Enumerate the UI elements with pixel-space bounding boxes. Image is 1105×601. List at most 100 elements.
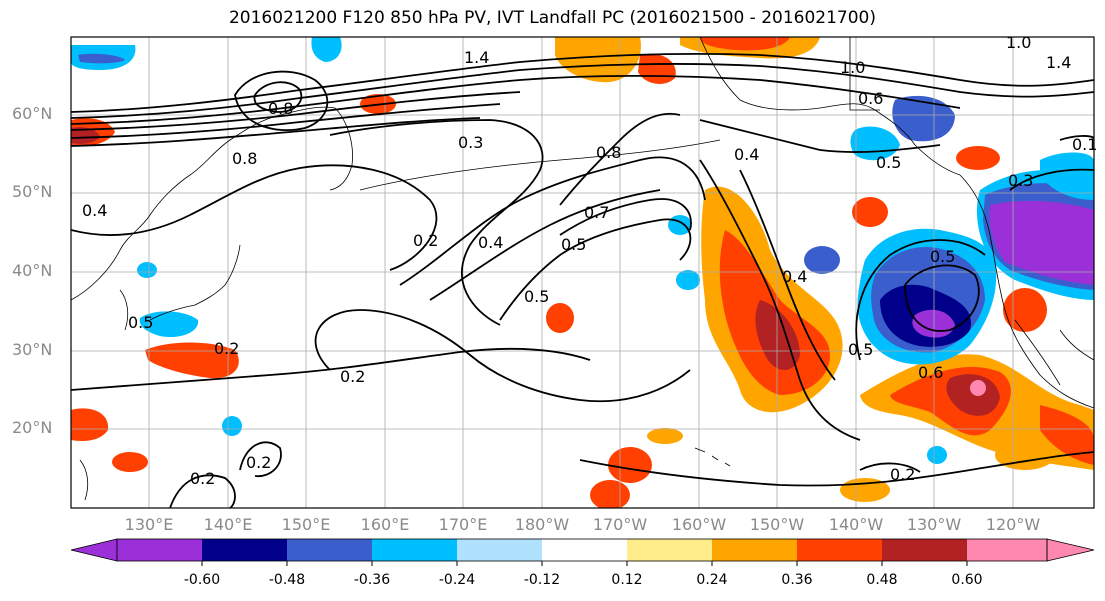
colorbar-tick-label-7: 0.24 [696,572,728,588]
lon-label-130w: 130°W [906,515,962,534]
contour-coast-0.3 [1009,168,1094,191]
colorbar-seg-2 [202,539,287,561]
contour-jet-3 [71,74,961,125]
lon-label-140e: 140°E [203,515,253,534]
shading-positive-max-ne-pacific [755,300,800,370]
colorbar-tick-label-9: 0.48 [866,572,898,588]
colorbar-tick-label-2: -0.48 [268,572,306,588]
shading-positive-small-5 [590,480,630,508]
colorbar-seg-7 [627,539,712,561]
map-title: 2016021200 F120 850 hPa PV, IVT Landfall… [228,8,876,28]
colorbar-tick-label-8: 0.36 [781,572,813,588]
contour-0.2-se [859,462,921,473]
lat-label-60n: 60°N [12,104,53,123]
contour-jet-1 [71,52,1094,113]
colorbar-seg-6 [542,539,627,561]
contour-label-3: 1.4 [1046,53,1071,72]
contour-jet-5 [71,103,501,139]
contour-0.8-mid [559,112,681,206]
shading-positive-plume-max [946,374,1000,416]
map-frame [70,36,1095,509]
contour-closed-high-2 [253,81,303,113]
lon-label-150w: 150°W [749,515,805,534]
lat-label-40n: 40°N [12,261,53,280]
colorbar-tick-label-3: -0.36 [353,572,391,588]
contour-0.2-sw-closed [169,474,236,508]
contour-label-17: 0.5 [876,153,901,172]
contour-label-16: 0.5 [524,287,549,306]
shading-positive-coast-tail [1040,405,1094,465]
colorbar-seg-8 [712,539,797,561]
shading-negative-small-2 [676,270,700,290]
contour-label-21: 0.5 [848,340,873,359]
lat-label-30n: 30°N [12,340,53,359]
coastline-kamchatka [329,107,353,191]
shading-negative-top-left-core [78,53,125,64]
contour-0.6-loop [904,264,980,332]
coastline-canada-arctic [849,37,880,111]
coastline-baja [1014,319,1061,386]
shading-positive-small-7 [647,428,683,444]
shading-positive-small-2 [1003,288,1047,332]
colorbar-tick-label-4: -0.24 [438,572,476,588]
pv-contours-layer [71,52,1094,508]
contour-label-11: 0.4 [82,201,107,220]
contour-label-25: 0.2 [246,453,271,472]
contour-label-29: 0.1 [1072,135,1097,154]
lon-label-140w: 140°W [828,515,884,534]
contour-label-22: 0.6 [918,363,943,382]
contour-label-5: 0.6 [858,89,883,108]
contour-0.2-loop [314,309,691,403]
colorbar-seg-10 [882,539,967,561]
contour-jet-2 [71,63,1094,119]
contour-label-26: 0.2 [190,469,215,488]
shading-positive-plume-peak [970,380,986,396]
colorbar [70,538,1095,566]
colorbar-seg-1 [117,539,202,561]
colorbar-extend-right [1046,538,1095,562]
colorbar-tick-label-1: -0.60 [183,572,221,588]
contour-label-7: 0.8 [232,149,257,168]
lon-label-170w: 170°W [592,515,648,534]
contour-label-14: 0.4 [478,233,503,252]
contour-0.2-south [71,347,591,391]
shading-positive-small-10 [112,452,148,472]
contour-trough-east-2 [739,169,836,381]
contour-label-12: 0.7 [584,203,609,222]
contour-0.4-north-east [699,119,941,153]
map-gridlines [71,37,1094,508]
contour-0.2-sw-closed-2 [239,441,282,477]
contour-jet-4 [71,91,521,131]
coastline-north-america [959,174,1094,409]
lat-label-50n: 50°N [12,182,53,201]
shading-negative-kamchatka [311,37,342,62]
coastline-philippines [79,459,89,501]
contour-0.5-west [429,189,661,301]
contour-label-4: 1.0 [840,58,865,77]
coastline-mexico [1059,329,1094,361]
shading-negative-small-3 [804,246,840,274]
contour-label-28: 0.5 [128,313,153,332]
shading-negative-core-west-us [989,200,1094,285]
contour-0.7 [559,198,692,236]
coastline-alaska [699,37,961,176]
contour-label-23: 0.2 [340,367,365,386]
contour-labels: 1.4 1.0 1.4 1.0 0.6 0.8 0.8 0.3 0.8 0.4 … [82,33,1097,488]
coastline-japan [149,244,241,321]
colorbar-seg-9 [797,539,882,561]
colorbar-tick-label-10: 0.60 [951,572,983,588]
shading-positive-small-4 [608,447,652,483]
lat-label-20n: 20°N [12,418,53,437]
contour-0.2-north [71,164,438,271]
shading-negative-small-4 [222,416,242,436]
shading-positive-east-asia [145,342,239,379]
contour-label-2: 1.0 [1006,33,1031,52]
contour-label-15: 0.5 [561,235,586,254]
lon-label-180w: 180°W [514,515,570,534]
contour-label-8: 0.3 [458,133,483,152]
shading-positive-small-6 [546,303,574,333]
contour-0.4 [399,156,706,286]
colorbar-seg-11 [967,539,1047,561]
coastline-asia [71,106,336,301]
shading-negative-gulf-of-alaska [892,95,955,142]
